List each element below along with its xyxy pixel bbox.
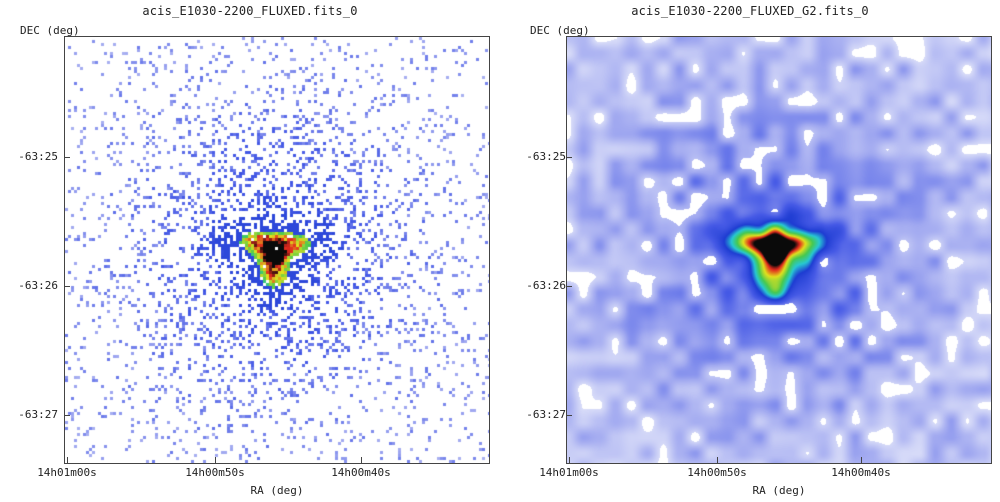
y-tick-mark [566, 415, 572, 416]
y-tick-label: -63:27 [526, 408, 566, 421]
x-axis-label: RA (deg) [752, 484, 806, 497]
x-tick-mark [215, 457, 216, 463]
y-tick-mark [64, 286, 70, 287]
y-tick-label: -63:26 [526, 279, 566, 292]
y-axis-label: DEC (deg) [20, 24, 80, 37]
y-tick-mark [64, 415, 70, 416]
image-canvas-left[interactable] [64, 36, 490, 464]
image-canvas-right[interactable] [566, 36, 992, 464]
x-tick-label: 14h01m00s [37, 466, 97, 479]
y-tick-label: -63:25 [526, 150, 566, 163]
x-tick-label: 14h00m50s [185, 466, 245, 479]
y-tick-mark [64, 157, 70, 158]
x-tick-label: 14h00m40s [331, 466, 391, 479]
x-tick-label: 14h00m40s [831, 466, 891, 479]
y-tick-mark [566, 157, 572, 158]
y-tick-label: -63:25 [18, 150, 58, 163]
x-tick-mark [67, 457, 68, 463]
x-axis-label: RA (deg) [250, 484, 304, 497]
x-tick-mark [569, 457, 570, 463]
x-tick-label: 14h00m50s [687, 466, 747, 479]
x-tick-mark [717, 457, 718, 463]
x-tick-mark [361, 457, 362, 463]
y-axis-label: DEC (deg) [530, 24, 590, 37]
image-panel-left: acis_E1030-2200_FLUXED.fits_0 DEC (deg) … [18, 4, 490, 497]
fits-image-counts[interactable] [65, 37, 489, 463]
fits-image-smoothed[interactable] [567, 37, 991, 463]
x-tick-label: 14h01m00s [539, 466, 599, 479]
y-tick-label: -63:27 [18, 408, 58, 421]
panel-title: acis_E1030-2200_FLUXED_G2.fits_0 [631, 4, 869, 18]
panel-title: acis_E1030-2200_FLUXED.fits_0 [142, 4, 358, 18]
y-tick-mark [566, 286, 572, 287]
image-panel-right: acis_E1030-2200_FLUXED_G2.fits_0 DEC (de… [500, 0, 1000, 502]
x-tick-mark [861, 457, 862, 463]
y-tick-label: -63:26 [18, 279, 58, 292]
